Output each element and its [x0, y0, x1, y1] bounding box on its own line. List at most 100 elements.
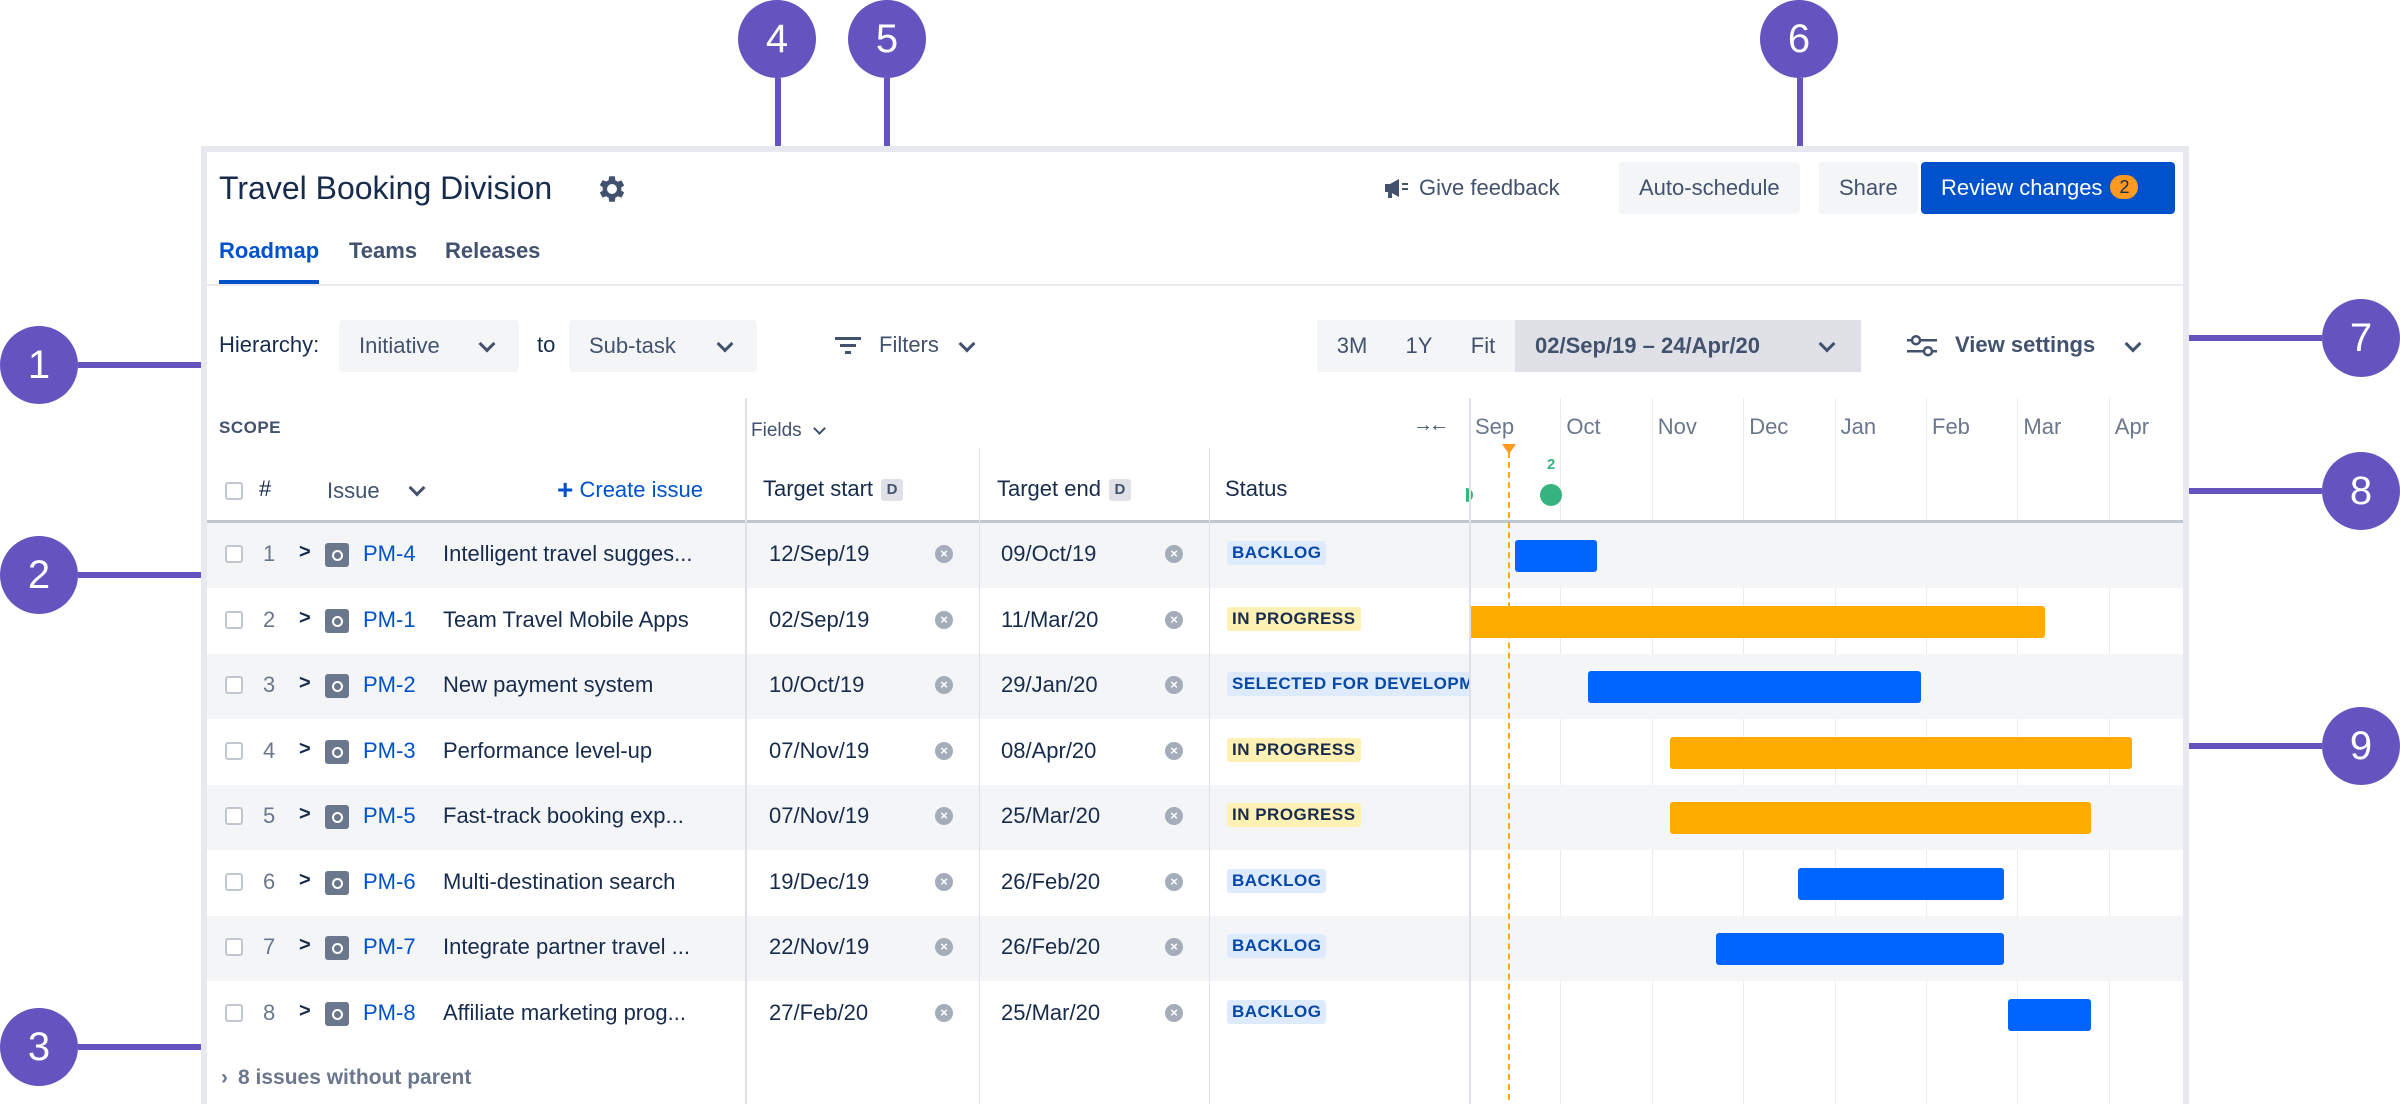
table-row[interactable]: 4 > PM-3 Performance level-up 07/Nov/19 × 08/A… [207, 720, 2183, 785]
fields-dropdown[interactable]: Fields [751, 420, 841, 446]
issue-summary[interactable]: Integrate partner travel ... [443, 934, 691, 959]
chevron-right-icon[interactable]: > [299, 541, 311, 563]
target-end-value[interactable]: 11/Mar/20 [1001, 606, 1099, 632]
table-row[interactable]: 1 > PM-4 Intelligent travel sugges... 12/Sep… [207, 523, 2183, 588]
table-row[interactable]: 6 > PM-6 Multi-destination search 19/Dec/19 ×… [207, 851, 2183, 916]
chevron-right-icon[interactable]: > [299, 999, 311, 1022]
timeline-bar[interactable] [1715, 933, 2004, 965]
chevron-right-icon[interactable]: > [299, 868, 311, 891]
status-badge[interactable]: IN PROGRESS [1227, 606, 1361, 631]
target-end-value[interactable]: 25/Mar/20 [1001, 999, 1101, 1025]
clear-start-icon[interactable]: × [935, 741, 953, 760]
chevron-right-icon[interactable]: > [299, 934, 311, 956]
issue-key-link[interactable]: PM-4 [363, 541, 416, 566]
clear-start-icon[interactable]: × [935, 545, 953, 563]
issue-summary[interactable]: Fast-track booking exp... [443, 803, 684, 828]
table-row[interactable]: 8 > PM-8 Affiliate marketing prog... 27/Feb/… [207, 982, 2183, 1047]
target-end-value[interactable]: 25/Mar/20 [1001, 803, 1101, 828]
clear-start-icon[interactable]: × [935, 807, 953, 825]
zoom-3m-button[interactable]: 3M [1317, 320, 1387, 372]
table-row[interactable]: 2 > PM-1 Team Travel Mobile Apps 02/Sep/19 × 1… [207, 589, 2183, 654]
clear-end-icon[interactable]: × [1165, 610, 1183, 629]
target-end-value[interactable]: 26/Feb/20 [1001, 868, 1101, 894]
timeline-bar[interactable] [1469, 605, 2045, 638]
status-badge[interactable]: IN PROGRESS [1227, 737, 1361, 762]
timeline-bar[interactable] [1587, 671, 1922, 703]
clear-start-icon[interactable]: × [935, 676, 953, 694]
row-checkbox[interactable] [225, 741, 243, 760]
hierarchy-from-select[interactable]: Initiative [339, 320, 519, 372]
gear-icon[interactable] [595, 172, 629, 206]
row-checkbox[interactable] [225, 807, 243, 825]
status-badge[interactable]: BACKLOG [1227, 868, 1327, 893]
target-start-value[interactable]: 02/Sep/19 [769, 606, 870, 632]
give-feedback-button[interactable]: Give feedback [1373, 162, 1580, 214]
row-checkbox[interactable] [225, 676, 243, 694]
target-start-value[interactable]: 07/Nov/19 [769, 803, 870, 828]
issue-summary[interactable]: New payment system [443, 672, 654, 697]
hierarchy-to-select[interactable]: Sub-task [569, 320, 757, 372]
target-start-value[interactable]: 07/Nov/19 [769, 737, 870, 763]
zoom-fit-button[interactable]: Fit [1451, 320, 1515, 372]
create-issue-button[interactable]: + Create issue [557, 474, 703, 508]
target-start-value[interactable]: 19/Dec/19 [769, 868, 870, 894]
timeline-bar[interactable] [1670, 736, 2132, 769]
select-all-checkbox[interactable] [225, 482, 243, 500]
issue-key-link[interactable]: PM-8 [363, 999, 416, 1025]
chevron-right-icon[interactable]: > [299, 606, 311, 629]
status-badge[interactable]: BACKLOG [1227, 934, 1327, 958]
table-row[interactable]: 7 > PM-7 Integrate partner travel ... 22/Nov… [207, 916, 2183, 981]
status-badge[interactable]: IN PROGRESS [1227, 803, 1361, 827]
table-row[interactable]: 3 > PM-2 New payment system 10/Oct/19 × 29/Jan… [207, 654, 2183, 719]
issue-summary[interactable]: Performance level-up [443, 737, 653, 763]
status-badge[interactable]: BACKLOG [1227, 541, 1327, 565]
view-settings-button[interactable]: View settings [1907, 320, 2143, 372]
issue-key-link[interactable]: PM-1 [363, 606, 416, 632]
tab-roadmap[interactable]: Roadmap [219, 238, 320, 263]
target-end-value[interactable]: 09/Oct/19 [1001, 541, 1097, 566]
target-start-value[interactable]: 12/Sep/19 [769, 541, 870, 566]
target-end-value[interactable]: 08/Apr/20 [1001, 737, 1097, 763]
auto-schedule-button[interactable]: Auto-schedule [1619, 162, 1800, 214]
target-start-header[interactable]: Target start D [763, 476, 904, 502]
target-end-value[interactable]: 26/Feb/20 [1001, 934, 1101, 959]
clear-end-icon[interactable]: × [1165, 1003, 1183, 1022]
timeline-bar[interactable] [1670, 802, 2091, 834]
review-changes-button[interactable]: Review changes 2 [1921, 162, 2175, 214]
clear-end-icon[interactable]: × [1165, 872, 1183, 891]
share-button[interactable]: Share [1819, 162, 1918, 214]
row-checkbox[interactable] [225, 1003, 243, 1022]
target-end-value[interactable]: 29/Jan/20 [1001, 672, 1098, 697]
issue-key-link[interactable]: PM-7 [363, 934, 416, 959]
clear-end-icon[interactable]: × [1165, 741, 1183, 760]
filters-button[interactable]: Filters [829, 320, 979, 372]
tab-teams[interactable]: Teams [349, 238, 418, 263]
zoom-1y-button[interactable]: 1Y [1387, 320, 1451, 372]
chevron-right-icon[interactable]: > [299, 803, 311, 825]
clear-end-icon[interactable]: × [1165, 545, 1183, 563]
issue-key-link[interactable]: PM-6 [363, 868, 416, 894]
issue-key-link[interactable]: PM-3 [363, 737, 416, 763]
issue-summary[interactable]: Intelligent travel sugges... [443, 541, 693, 566]
target-start-value[interactable]: 10/Oct/19 [769, 672, 865, 697]
row-checkbox[interactable] [225, 872, 243, 891]
target-start-value[interactable]: 22/Nov/19 [769, 934, 870, 959]
timeline-bar[interactable] [2008, 998, 2091, 1031]
issues-without-parent-toggle[interactable]: › 8 issues without parent [221, 1066, 471, 1090]
timeline-bar[interactable] [1514, 540, 1597, 572]
clear-start-icon[interactable]: × [935, 1003, 953, 1022]
target-end-header[interactable]: Target end D [997, 476, 1131, 502]
issue-summary[interactable]: Affiliate marketing prog... [443, 999, 686, 1025]
issue-summary[interactable]: Multi-destination search [443, 868, 676, 894]
tab-releases[interactable]: Releases [445, 238, 541, 263]
clear-end-icon[interactable]: × [1165, 807, 1183, 825]
timeline-bar[interactable] [1798, 867, 2004, 900]
clear-end-icon[interactable]: × [1165, 938, 1183, 956]
row-checkbox[interactable] [225, 545, 243, 563]
row-checkbox[interactable] [225, 938, 243, 956]
clear-end-icon[interactable]: × [1165, 676, 1183, 694]
clear-start-icon[interactable]: × [935, 872, 953, 891]
issue-key-link[interactable]: PM-2 [363, 672, 416, 697]
table-row[interactable]: 5 > PM-5 Fast-track booking exp... 07/Nov/19… [207, 785, 2183, 850]
clear-start-icon[interactable]: × [935, 938, 953, 956]
